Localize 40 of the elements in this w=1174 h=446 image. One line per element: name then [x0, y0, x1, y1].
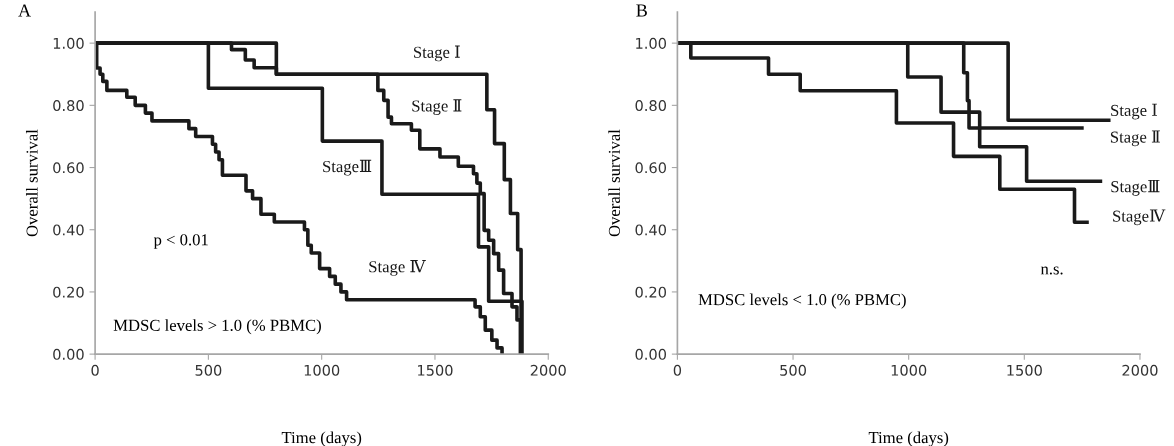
series-label: Stage Ⅰ [414, 45, 460, 62]
series-label: Stage Ⅰ [1111, 103, 1157, 120]
x-tick-label: 1500 [418, 364, 453, 376]
annotation: MDSC levels > 1.0 (% PBMC) [113, 319, 321, 335]
x-tick-label: 500 [780, 364, 806, 376]
x-tick-label: 500 [195, 364, 222, 376]
annotation: p < 0.01 [153, 234, 208, 249]
series-label: StageⅢ [1111, 180, 1160, 196]
y-axis-title: Overall survival [608, 129, 621, 237]
series-label: Stage Ⅳ [369, 260, 426, 276]
chart-title: A [18, 4, 31, 17]
y-tick-label: 0.60 [635, 162, 667, 174]
y-tick-label: 0.40 [53, 224, 84, 236]
x-tick-label: 1500 [1007, 364, 1042, 376]
chart-title: B [636, 4, 647, 17]
x-tick-label: 1000 [304, 364, 340, 376]
y-tick-label: 0.40 [635, 224, 667, 236]
annotation: MDSC levels < 1.0 (% PBMC) [698, 293, 906, 309]
x-tick-label: 2000 [1122, 364, 1158, 376]
x-axis-title: Time (days) [868, 431, 949, 446]
annotation: n.s. [1040, 266, 1063, 275]
x-tick-label: 0 [673, 364, 682, 376]
x-tick-label: 0 [91, 364, 99, 376]
y-tick-label: 0.80 [635, 100, 667, 112]
x-axis-title: Time (days) [281, 431, 362, 446]
series-label: StageⅢ [323, 159, 372, 176]
y-tick-label: 0.00 [53, 348, 84, 360]
y-tick-label: 0.20 [635, 286, 667, 298]
y-tick-label: 1.00 [53, 37, 84, 49]
y-axis-title: Overall survival [25, 129, 38, 237]
x-tick-label: 1000 [891, 364, 927, 376]
y-tick-label: 0.00 [635, 348, 667, 360]
x-tick-label: 2000 [530, 364, 566, 376]
y-tick-label: 0.20 [53, 286, 84, 298]
series-label: Stage Ⅱ [412, 99, 462, 116]
y-tick-label: 0.80 [53, 100, 84, 112]
y-tick-label: 1.00 [636, 37, 667, 49]
series-label: Stage Ⅱ [1110, 130, 1160, 147]
series-label: StageⅣ [1113, 209, 1166, 226]
y-tick-label: 0.60 [53, 162, 84, 174]
